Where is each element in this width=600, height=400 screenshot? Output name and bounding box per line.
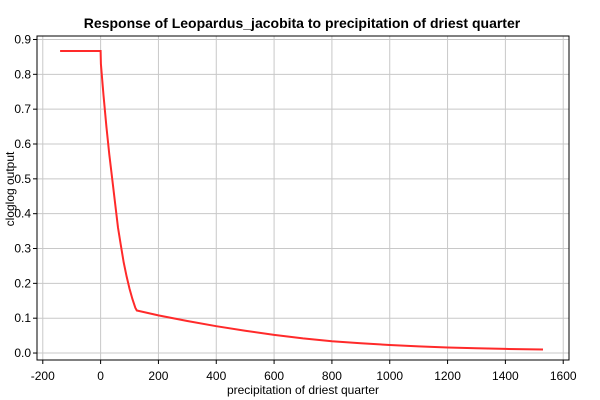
y-tick-label: 0.5 [14,172,31,186]
x-tick-label: 0 [97,369,104,383]
response-curve-line [60,50,544,351]
grid [37,36,569,360]
x-tick-label: 1400 [492,369,519,383]
x-tick-label: -200 [31,369,55,383]
x-tick-label: 400 [206,369,226,383]
y-tick-label: 0.2 [14,276,31,290]
y-tick-label: 0.7 [14,102,31,116]
tick-labels: -200 0 200 400 600 800 1000 1200 1400 1600 0.0 0.1 0… [14,32,577,383]
chart-title: Response of Leopardus_jacobita to precip… [84,15,521,31]
plot-frame [36,35,570,361]
x-tick-label: 800 [322,369,342,383]
y-tick-label: 0.0 [14,346,31,360]
y-tick-label: 0.1 [14,311,31,325]
x-axis-label: precipitation of driest quarter [227,383,379,397]
y-tick-label: 0.3 [14,242,31,256]
x-tick-label: 200 [148,369,168,383]
y-tick-label: 0.8 [14,67,31,81]
series-layer [60,50,544,351]
y-tick-label: 0.9 [14,32,31,46]
y-tick-label: 0.4 [14,207,31,221]
x-tick-label: 1000 [376,369,403,383]
x-tick-label: 600 [264,369,284,383]
x-tick-label: 1600 [550,369,577,383]
x-tick-label: 1200 [434,369,461,383]
y-axis-label: cloglog output [3,151,17,226]
axes [36,35,570,361]
tick-marks [33,38,564,364]
y-tick-label: 0.6 [14,137,31,151]
